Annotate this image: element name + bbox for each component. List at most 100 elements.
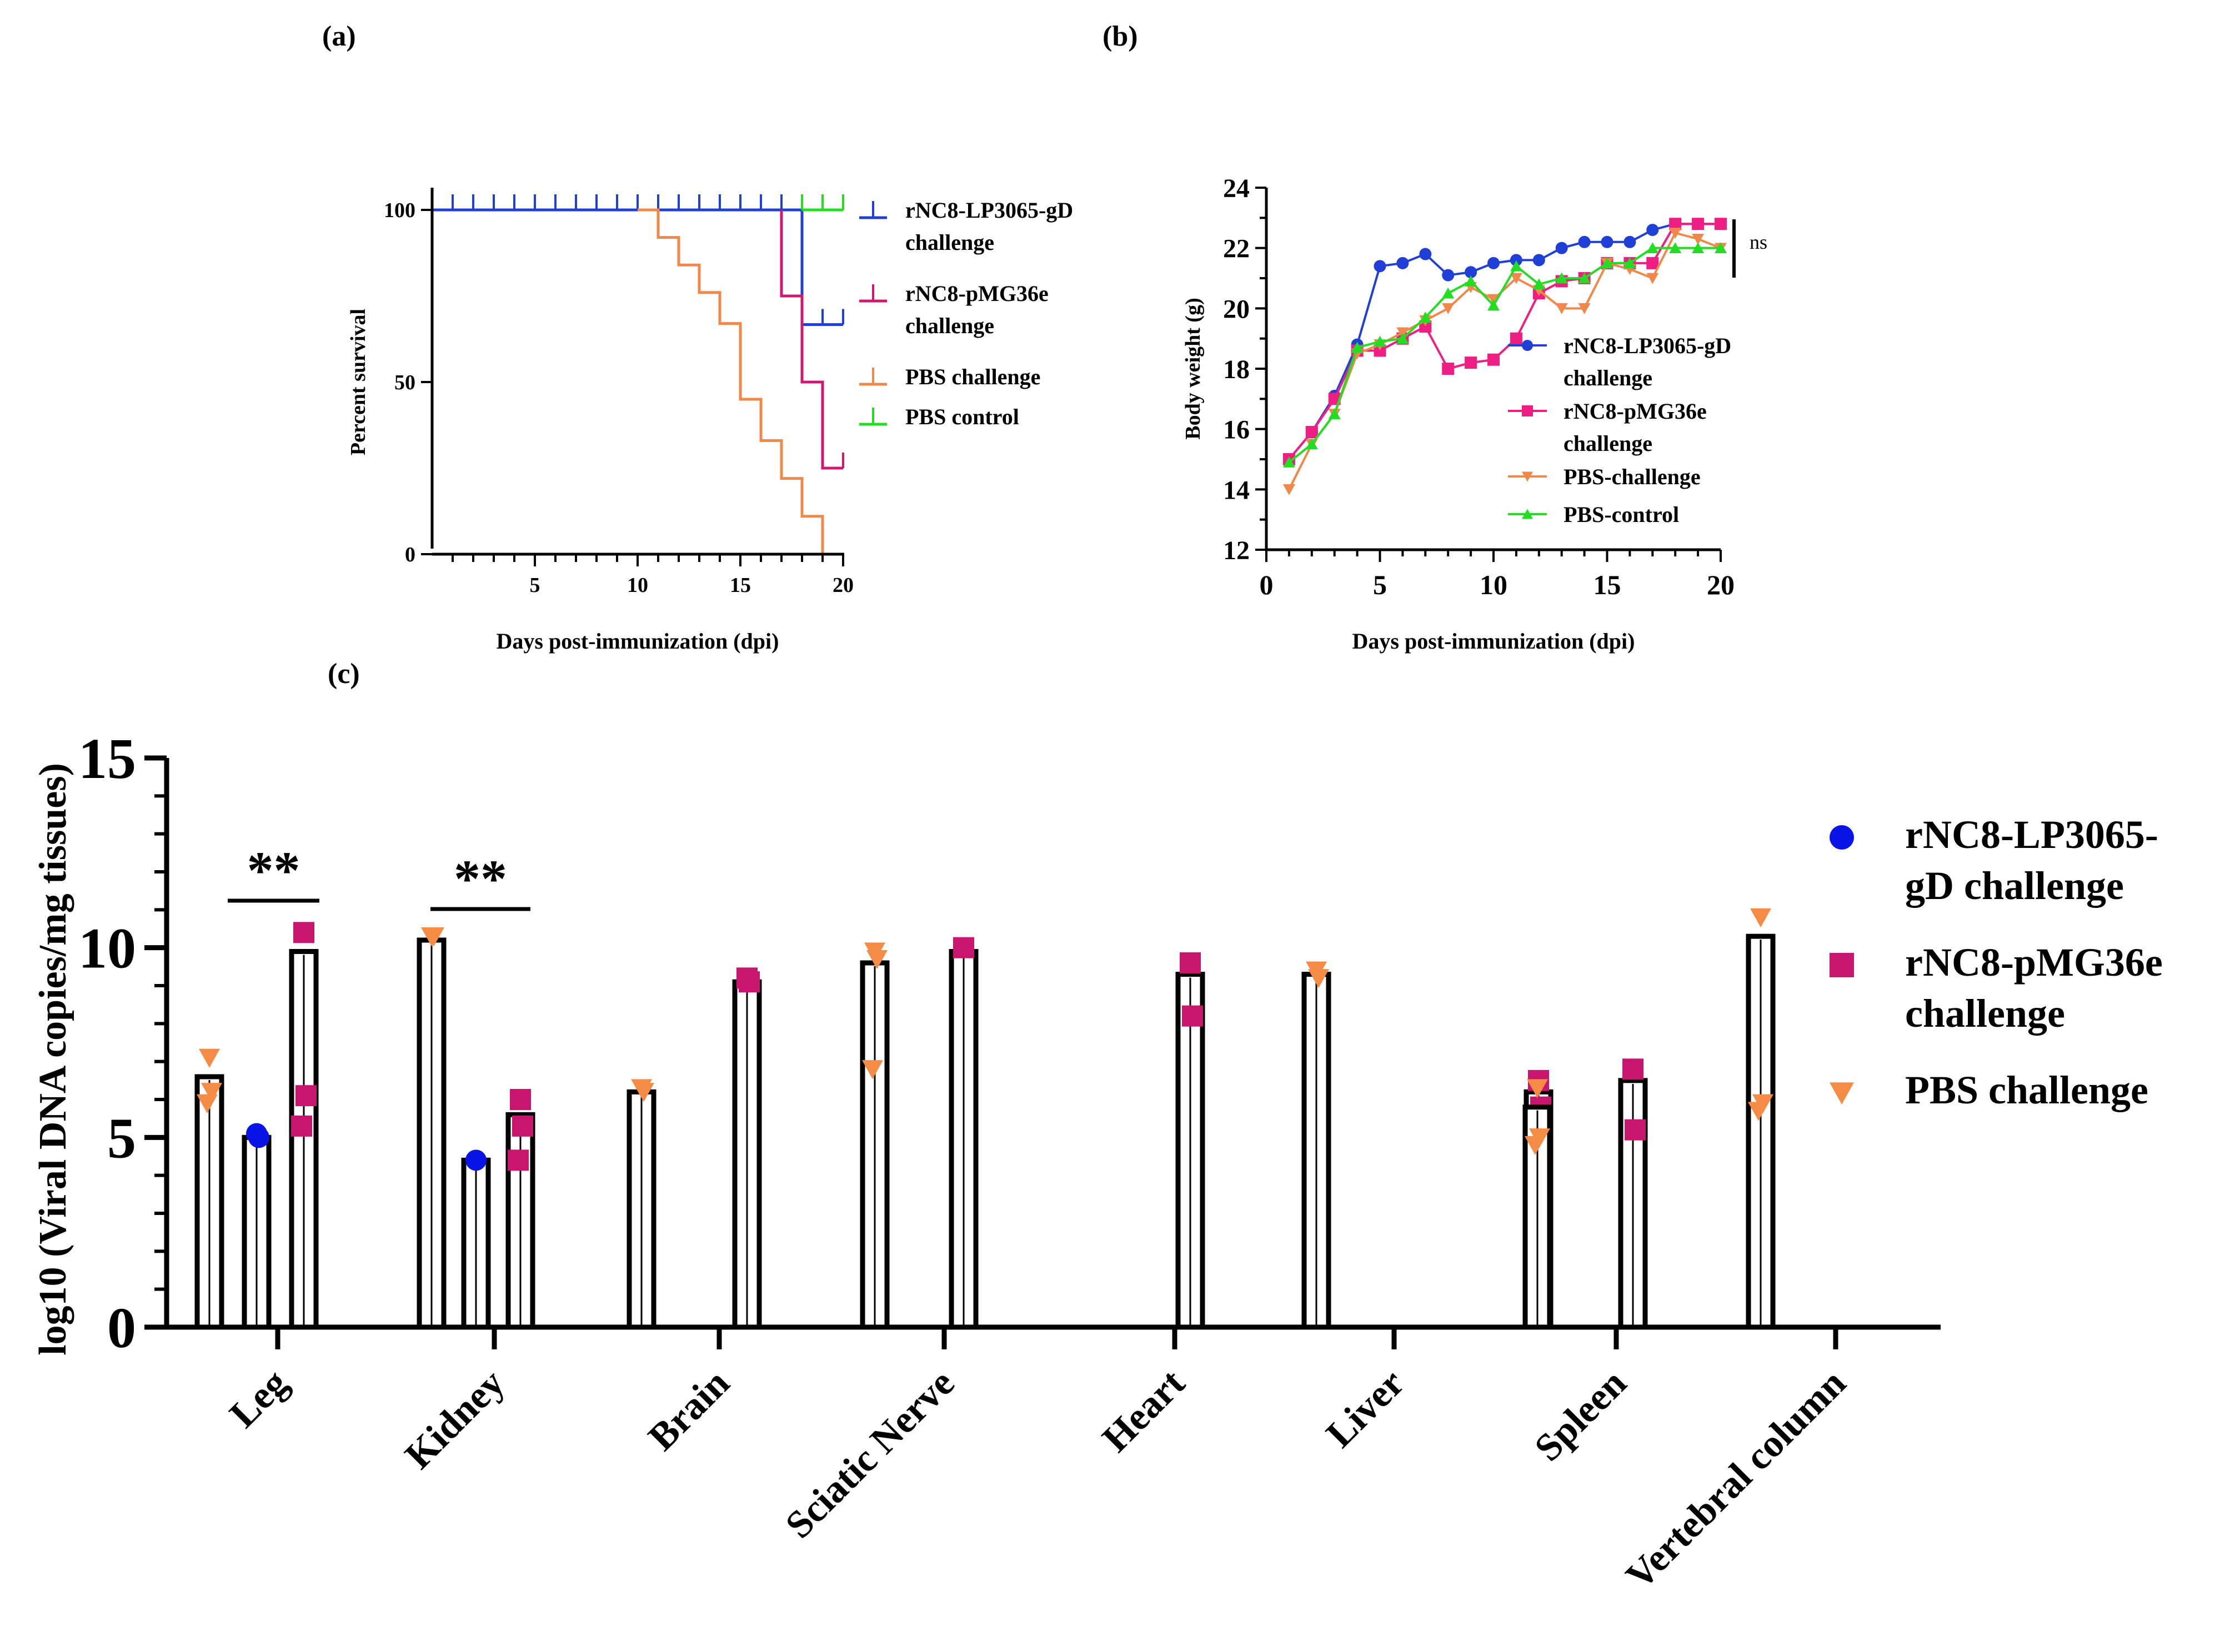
weight-point-3-0 <box>1282 456 1295 468</box>
legend-label: PBS control <box>905 404 1019 429</box>
category-label: Brain <box>640 1362 738 1459</box>
weight-line-2 <box>1288 232 1721 490</box>
category-label: Liver <box>1318 1362 1412 1456</box>
legend-marker-2 <box>1830 1082 1854 1104</box>
survival-line-1 <box>780 210 843 470</box>
viral-dna-chart: 0 5 10 15 Leg Kidney Brain Sciatic Nerve Heart Li… <box>32 727 2163 1598</box>
weight-point-3-18 <box>1692 242 1705 254</box>
panel-b-label: (b) <box>1103 21 1138 52</box>
y-tick-label: 16 <box>1223 415 1250 445</box>
weight-point-3-13 <box>1578 272 1591 284</box>
data-point-8-2 <box>862 1060 883 1079</box>
weight-point-3-11 <box>1532 278 1545 290</box>
data-point-0-0 <box>199 1048 220 1068</box>
x-tick-label: 5 <box>530 574 540 597</box>
weight-point-1-18 <box>1692 218 1705 230</box>
weight-point-1-4 <box>1374 344 1386 357</box>
category-label: Sciatic Nerve <box>778 1362 963 1546</box>
data-point-15-2 <box>1748 1102 1769 1121</box>
weight-point-3-7 <box>1442 287 1455 299</box>
y-tick-label: 50 <box>394 371 415 394</box>
data-point-3-1 <box>423 927 444 947</box>
weight-point-3-3 <box>1351 342 1364 353</box>
y-axis-title: Percent survival <box>347 309 370 455</box>
legend-marker-2 <box>1522 471 1533 482</box>
weight-point-3-1 <box>1305 438 1318 450</box>
weight-point-2-10 <box>1510 273 1522 284</box>
weight-point-1-7 <box>1442 363 1455 375</box>
legend-label: rNC8-pMG36e <box>905 281 1049 306</box>
weight-point-2-16 <box>1646 273 1659 284</box>
weight-point-0-4 <box>1374 260 1386 273</box>
weight-point-0-15 <box>1623 235 1636 248</box>
weight-point-2-12 <box>1555 303 1568 314</box>
weight-point-3-14 <box>1601 257 1613 269</box>
data-point-13-0 <box>1527 1079 1548 1098</box>
category-label: Vertebral column <box>1618 1362 1854 1598</box>
legend-label: rNC8-pMG36e <box>1563 399 1707 424</box>
y-tick-label: 14 <box>1223 475 1250 505</box>
legend-label: PBS challenge <box>905 364 1040 389</box>
data-point-10-0 <box>1180 952 1201 973</box>
weight-point-3-8 <box>1465 275 1477 287</box>
y-tick-label: 10 <box>78 917 136 981</box>
weight-point-3-9 <box>1487 299 1500 311</box>
panel-c-label: (c) <box>328 658 360 690</box>
data-point-1-1 <box>248 1127 269 1148</box>
weight-point-0-8 <box>1465 266 1477 279</box>
weight-point-0-5 <box>1396 257 1409 269</box>
weight-point-3-2 <box>1328 408 1341 419</box>
data-point-14-1 <box>1625 1119 1646 1141</box>
weight-point-2-13 <box>1578 303 1591 314</box>
weight-point-0-14 <box>1601 235 1613 248</box>
y-tick-label: 0 <box>107 1296 136 1360</box>
weight-point-1-8 <box>1465 356 1477 369</box>
weight-point-1-17 <box>1669 218 1682 230</box>
data-point-6-1 <box>633 1083 654 1102</box>
data-point-14-0 <box>1622 1058 1643 1080</box>
x-tick-label: 15 <box>730 574 751 597</box>
weight-point-0-6 <box>1419 248 1432 260</box>
weight-point-0-13 <box>1578 235 1591 248</box>
data-point-0-2 <box>197 1094 218 1113</box>
weight-point-3-5 <box>1396 333 1409 344</box>
weight-point-3-6 <box>1419 312 1432 323</box>
significance-label-1: ** <box>454 849 507 908</box>
weight-point-1-1 <box>1305 426 1318 439</box>
data-point-2-0 <box>293 922 314 943</box>
legend-label: rNC8-pMG36e <box>1905 940 2163 985</box>
weight-point-3-15 <box>1623 257 1636 269</box>
y-tick-label: 20 <box>1223 294 1250 324</box>
legend-marker-3 <box>1522 509 1533 519</box>
data-point-8-1 <box>866 950 888 970</box>
body-weight-chart: 0 5 10 15 20 12 14 16 18 20 22 24 Days post-immuniza… <box>1181 174 1767 654</box>
weight-point-1-6 <box>1419 320 1432 333</box>
data-point-10-1 <box>1182 1005 1203 1027</box>
legend-marker-1 <box>1522 405 1533 416</box>
x-tick-label: 20 <box>1707 569 1735 600</box>
weight-point-0-10 <box>1510 254 1522 267</box>
category-label: Heart <box>1094 1362 1193 1460</box>
legend-marker-0 <box>1830 825 1854 850</box>
legend-label: PBS-control <box>1563 502 1679 527</box>
x-tick-label: 0 <box>1260 569 1274 600</box>
weight-point-2-18 <box>1692 234 1705 245</box>
x-tick-label: 20 <box>833 574 854 597</box>
weight-point-2-7 <box>1442 303 1455 314</box>
data-point-5-2 <box>508 1149 529 1171</box>
weight-point-0-12 <box>1555 242 1568 254</box>
weight-point-3-12 <box>1555 272 1568 284</box>
legend-label: challenge <box>905 230 994 255</box>
x-axis-title: Days post-immunization (dpi) <box>1352 629 1635 654</box>
ns-annotation: ns <box>1750 231 1767 253</box>
weight-point-1-19 <box>1715 218 1727 230</box>
weight-point-0-9 <box>1487 257 1500 269</box>
weight-point-0-7 <box>1442 269 1455 282</box>
y-tick-label: 18 <box>1223 355 1250 384</box>
y-tick-label: 22 <box>1223 234 1250 264</box>
weight-point-0-16 <box>1646 224 1659 237</box>
weight-point-2-0 <box>1282 484 1295 495</box>
weight-point-1-9 <box>1487 353 1500 366</box>
y-tick-label: 0 <box>405 543 415 566</box>
